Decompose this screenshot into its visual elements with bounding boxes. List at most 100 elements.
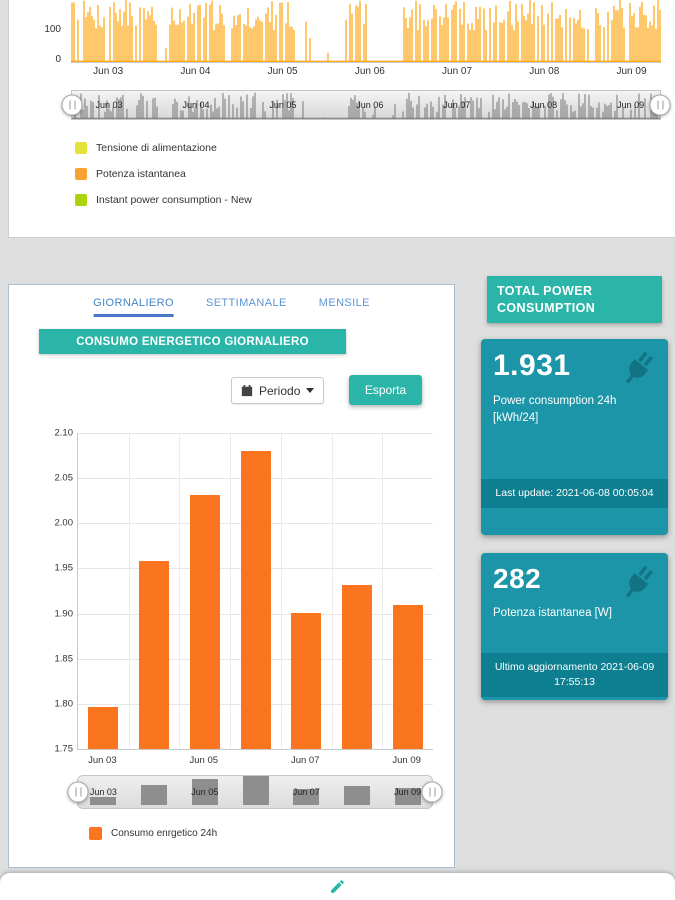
kpi-last-update: Ultimo aggiornamento 2021-06-09 17:55:13 [481, 652, 668, 697]
navigator-tick: Jun 04 [182, 100, 210, 110]
legend-swatch [75, 142, 87, 154]
navigator-mini-bar [343, 786, 370, 805]
navigator-tick: Jun 07 [292, 787, 320, 797]
daily-chart-xaxis: Jun 03 Jun 05 Jun 07 Jun 09 [77, 755, 433, 769]
navigator-tick: Jun 05 [269, 100, 297, 110]
tab-settimanale[interactable]: SETTIMANALE [205, 297, 287, 309]
bar[interactable] [291, 612, 322, 749]
navigator-tick: Jun 08 [530, 100, 558, 110]
navigator-tick: Jun 09 [617, 100, 645, 110]
legend-item-tensione[interactable]: Tensione di alimentazione [75, 142, 252, 154]
legend-swatch [75, 194, 87, 206]
main-chart-canvas [71, 0, 661, 62]
main-chart-plot[interactable] [71, 0, 661, 63]
kpi-card-instant-power: 282 Potenza istantanea [W] Ultimo aggior… [481, 553, 668, 700]
power-history-panel: 100 0 Jun 03 Jun 04 Jun 05 Jun 06 Jun 07 Jun … [8, 0, 675, 238]
main-chart-legend: Tensione di alimentazione Potenza istant… [75, 142, 252, 220]
export-button[interactable]: Esporta [349, 375, 422, 405]
kpi-value: 282 [493, 563, 542, 594]
navigator-mini-bar [242, 775, 269, 805]
bar[interactable] [189, 495, 220, 749]
total-power-header: TOTAL POWER CONSUMPTION [487, 276, 662, 323]
bar[interactable] [240, 451, 271, 749]
plug-icon [625, 351, 653, 384]
legend-label: Potenza istantanea [96, 168, 186, 180]
gridline [331, 433, 333, 749]
gridline [128, 433, 130, 749]
y-axis-tick: 1.85 [54, 653, 74, 665]
bar[interactable] [392, 604, 423, 749]
daily-chart-title: CONSUMO ENERGETICO GIORNALIERO [39, 329, 346, 354]
kpi-value: 1.931 [493, 349, 571, 382]
calendar-icon [241, 384, 253, 396]
x-axis-tick: Jun 07 [290, 755, 320, 766]
y-axis-tick: 2.00 [54, 517, 74, 529]
gridline [179, 433, 181, 749]
x-axis-tick: Jun 03 [88, 755, 117, 766]
legend-label: Instant power consumption - New [96, 194, 252, 206]
bar[interactable] [88, 706, 119, 749]
chevron-down-icon [306, 388, 315, 393]
daily-chart-plot[interactable] [77, 433, 433, 750]
kpi-last-update: Last update: 2021-06-08 00:05:04 [481, 478, 668, 508]
x-axis-tick: Jun 03 [93, 66, 124, 77]
daily-navigator-track[interactable]: Jun 03 Jun 05 Jun 07 Jun 09 [67, 775, 443, 809]
period-tabs: GIORNALIERO SETTIMANALE MENSILE [93, 297, 370, 317]
y-axis-tick: 1.95 [54, 562, 74, 574]
bar[interactable] [341, 584, 372, 749]
plug-icon [625, 565, 653, 598]
navigator-mini-bar [394, 788, 421, 805]
kpi-card-consumption: 1.931 Power consumption 24h [kWh/24] Las… [481, 339, 668, 535]
x-axis-tick: Jun 06 [354, 66, 385, 77]
periodo-dropdown[interactable]: Periodo [231, 377, 325, 404]
x-axis-tick: Jun 04 [180, 66, 211, 77]
x-axis-tick: Jun 05 [267, 66, 298, 77]
x-axis-tick: Jun 09 [616, 66, 647, 77]
daily-chart-legend[interactable]: Consumo enrgetico 24h [89, 827, 217, 840]
edit-pencil-icon[interactable] [329, 878, 346, 895]
x-axis-tick: Jun 09 [392, 755, 421, 766]
navigator-tick: Jun 05 [191, 787, 219, 797]
main-chart-xaxis: Jun 03 Jun 04 Jun 05 Jun 06 Jun 07 Jun 08 Jun … [71, 66, 661, 80]
gridline [78, 433, 433, 434]
y-axis-tick: 100 [44, 24, 61, 35]
y-axis-tick: 0 [55, 54, 61, 65]
daily-navigator-left-handle[interactable] [67, 781, 89, 803]
bottom-toolbar [0, 873, 675, 900]
navigator-left-handle[interactable] [61, 94, 83, 116]
tab-mensile[interactable]: MENSILE [318, 297, 370, 309]
y-axis-tick: 1.90 [54, 608, 74, 620]
legend-swatch [89, 827, 102, 840]
legend-label: Consumo enrgetico 24h [111, 828, 218, 839]
y-axis-tick: 1.75 [54, 743, 74, 755]
top-navigator-labels: Jun 03 Jun 04 Jun 05 Jun 06 Jun 07 Jun 08 Jun … [72, 91, 660, 119]
gridline [280, 433, 282, 749]
gridline [230, 433, 232, 749]
kpi-body: 282 Potenza istantanea [W] [481, 553, 668, 622]
gridline [382, 433, 384, 749]
bar[interactable] [139, 561, 170, 749]
navigator-tick: Jun 07 [443, 100, 471, 110]
legend-swatch [75, 168, 87, 180]
navigator-tick: Jun 03 [89, 787, 117, 797]
navigator-tick: Jun 09 [394, 787, 422, 797]
daily-chart-yaxis: 2.10 2.05 2.00 1.95 1.90 1.85 1.80 1.75 [37, 428, 74, 755]
y-axis-tick: 2.05 [54, 472, 74, 484]
navigator-tick: Jun 06 [356, 100, 384, 110]
x-axis-tick: Jun 08 [529, 66, 560, 77]
navigator-mini-bar [90, 796, 117, 805]
kpi-label: Potenza istantanea [W] [493, 607, 612, 619]
legend-item-instant-power[interactable]: Instant power consumption - New [75, 194, 252, 206]
navigator-tick: Jun 03 [95, 100, 123, 110]
legend-label: Tensione di alimentazione [96, 142, 217, 154]
daily-navigator-right-handle[interactable] [421, 781, 443, 803]
periodo-label: Periodo [259, 383, 301, 398]
top-navigator[interactable]: Jun 03 Jun 04 Jun 05 Jun 06 Jun 07 Jun 08 Jun … [61, 90, 671, 120]
x-axis-tick: Jun 05 [189, 755, 219, 766]
tab-giornaliero[interactable]: GIORNALIERO [93, 297, 174, 317]
kpi-body: 1.931 Power consumption 24h [kWh/24] [481, 339, 668, 426]
navigator-right-handle[interactable] [649, 94, 671, 116]
navigator-mini-bar [293, 788, 320, 805]
navigator-mini-bar [141, 784, 168, 805]
legend-item-potenza[interactable]: Potenza istantanea [75, 168, 252, 180]
